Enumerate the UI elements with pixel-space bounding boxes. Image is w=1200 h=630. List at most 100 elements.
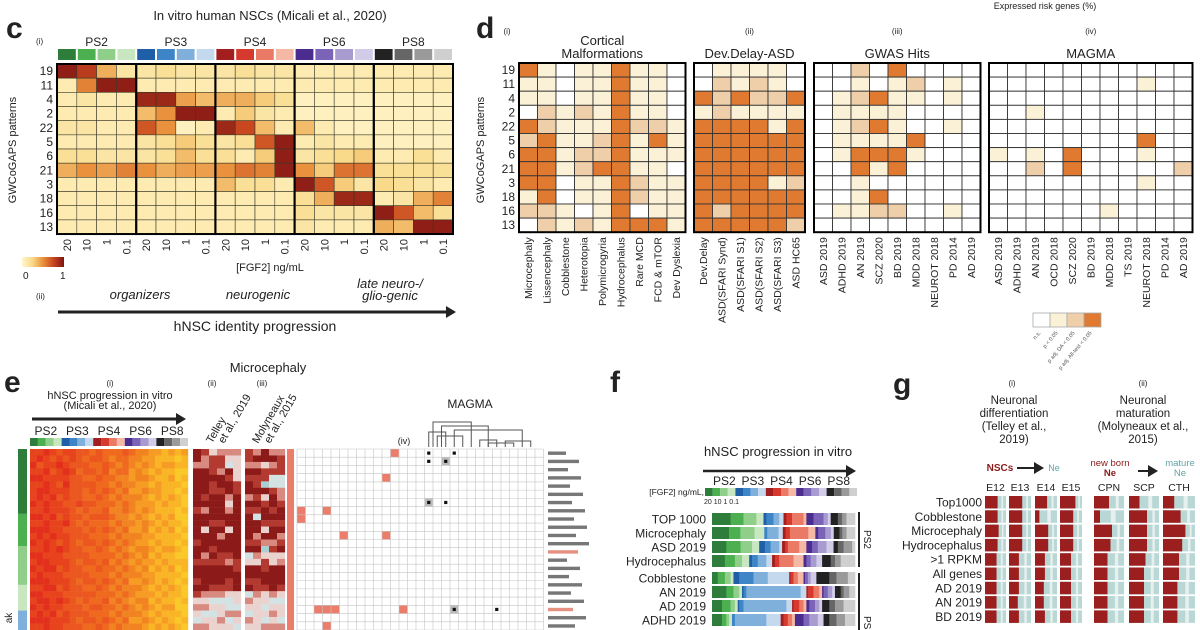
risk-cell <box>693 118 713 134</box>
risk-cell <box>1173 90 1193 106</box>
heatmap-cell <box>76 191 97 206</box>
stacked-bar-segment <box>827 586 833 598</box>
pattern-strip <box>18 468 27 476</box>
telley-cell <box>217 597 226 605</box>
expression-cell <box>43 513 50 521</box>
risk-cell <box>1155 104 1175 120</box>
risk-cell <box>943 76 963 92</box>
microcephaly-strip <box>287 449 294 630</box>
heatmap-cell <box>274 92 295 107</box>
red-segment <box>1094 538 1111 552</box>
magma-hit-cell <box>339 531 348 540</box>
stacked-bar-segment <box>722 614 727 626</box>
molyneaux-cell <box>261 604 270 611</box>
expression-cell <box>115 494 123 501</box>
risk-cell <box>730 217 750 233</box>
stacked-bar-segment <box>816 555 823 567</box>
heatmap-cell <box>155 191 177 206</box>
expression-cell <box>155 468 162 476</box>
risk-cell <box>666 175 686 191</box>
expression-cell <box>128 500 136 508</box>
heatmap-cell <box>294 134 315 150</box>
risk-cell <box>1007 104 1027 120</box>
risk-cell <box>943 189 963 205</box>
telley-cell <box>225 461 234 469</box>
stacked-bar-segment <box>832 586 836 598</box>
red-segment <box>1009 496 1023 509</box>
risk-cell <box>611 217 631 233</box>
panel-title: In vitro human NSCs (Micali et al., 2020… <box>153 8 386 23</box>
heatmap-cell <box>155 77 177 93</box>
pattern-strip <box>18 513 27 521</box>
risk-cell <box>1173 133 1193 149</box>
risk-cell <box>611 161 631 177</box>
stacked-bar-segment <box>749 555 753 567</box>
heatmap-cell <box>393 148 414 164</box>
expression-cell <box>36 584 44 592</box>
stacked-bar-segment <box>793 572 799 584</box>
expression-cell <box>109 507 116 514</box>
ps-color-swatch <box>355 49 373 60</box>
progression-arrow-head <box>446 306 456 318</box>
expression-cell <box>181 449 189 456</box>
molyneaux-cell <box>277 455 286 463</box>
expression-cell <box>95 604 103 611</box>
risk-cell <box>961 147 981 163</box>
heatmap-cell <box>413 120 434 136</box>
telley-cell <box>201 617 210 624</box>
stacked-bar-segment <box>756 513 764 525</box>
ps-color-swatch <box>30 438 38 446</box>
expression-cell <box>49 552 57 560</box>
heatmap-cell <box>215 63 236 79</box>
risk-cell <box>850 104 870 120</box>
expression-cell <box>168 545 176 553</box>
expression-cell <box>174 526 182 534</box>
expression-cell <box>161 461 169 469</box>
expression-cell <box>76 449 83 456</box>
expression-cell <box>76 584 83 592</box>
expression-cell <box>155 571 162 579</box>
expression-cell <box>115 533 123 540</box>
expression-cell <box>181 513 189 521</box>
stacked-bar-segment <box>834 555 841 567</box>
expression-cell <box>49 558 57 566</box>
gene-label-illegible <box>548 591 571 595</box>
stage-arrow-head <box>1034 462 1044 474</box>
expression-cell <box>168 449 176 456</box>
telley-cell <box>233 604 242 611</box>
red-segment <box>1163 496 1175 509</box>
expression-cell <box>95 487 103 495</box>
expression-cell <box>43 468 50 476</box>
risk-cell <box>611 118 631 134</box>
risk-set-label: BD 2019 <box>892 237 904 278</box>
expression-cell <box>49 604 57 611</box>
expression-cell <box>128 449 136 456</box>
risk-cell <box>730 189 750 205</box>
expression-cell <box>30 449 37 456</box>
magma-dot <box>495 607 499 612</box>
expression-cell <box>128 597 136 605</box>
ps-color-swatch <box>803 488 812 496</box>
expression-cell <box>43 610 50 618</box>
expression-cell <box>148 552 156 560</box>
expression-cell <box>62 507 70 514</box>
expression-cell <box>36 487 44 495</box>
telley-cell <box>225 597 234 605</box>
panel-letter: c <box>6 12 23 45</box>
y-axis-label: GWCoGAPS patterns <box>475 96 487 203</box>
timepoint-label: E13 <box>1011 482 1030 494</box>
risk-cell <box>943 62 963 78</box>
magma-dot <box>427 451 431 455</box>
heatmap-cell <box>56 205 78 221</box>
telley-cell <box>225 552 234 560</box>
gene-label-illegible <box>548 616 586 620</box>
heatmap-cell <box>274 77 295 93</box>
risk-cell <box>961 189 981 205</box>
risk-cell <box>611 133 631 149</box>
heatmap-cell <box>56 92 78 107</box>
ps-color-swatch <box>148 438 157 446</box>
risk-set-label: FCD & mTOR <box>653 237 665 303</box>
teal-stripe <box>1187 538 1191 552</box>
expression-cell <box>155 494 162 501</box>
expression-cell <box>168 565 176 573</box>
